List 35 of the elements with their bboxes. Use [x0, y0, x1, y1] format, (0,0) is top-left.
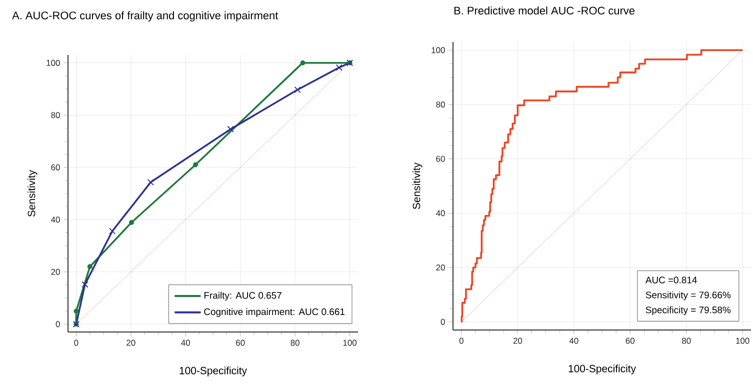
annotation: Specificity = 79.58% — [646, 306, 731, 316]
x-tick-label: 100 — [343, 340, 357, 346]
y-axis-title: Sensitivity — [412, 162, 422, 210]
x-tick-label: 40 — [181, 340, 190, 346]
x-tick-label: 60 — [626, 338, 634, 344]
y-tick-label: 0 — [440, 318, 445, 325]
x-tick-label: 0 — [459, 338, 464, 344]
y-tick-label: 60 — [436, 156, 445, 162]
legend-label: Frailty: AUC 0.657 — [204, 292, 282, 301]
y-tick-label: 0 — [56, 321, 60, 328]
annotation: AUC =0.814 — [645, 276, 697, 284]
x-axis-title: 100-Specificity — [180, 366, 247, 376]
y-tick-label: 80 — [51, 112, 60, 118]
y-tick-label: 40 — [436, 210, 445, 216]
chart-title: B. Predictive model AUC -ROC curve — [454, 6, 635, 14]
y-tick-label: 40 — [50, 216, 60, 223]
y-tick-label: 100 — [46, 60, 60, 66]
x-tick-label: 20 — [126, 340, 136, 346]
y-axis-title: Sensitivity — [28, 170, 38, 217]
y-tick-label: 20 — [436, 264, 445, 270]
x-tick-label: 60 — [236, 340, 245, 346]
x-tick-label: 40 — [569, 338, 578, 344]
legend-label: Cognitive impairment: AUC 0.661 — [204, 308, 345, 317]
x-tick-label: 20 — [513, 338, 522, 344]
y-tick-label: 20 — [51, 268, 60, 275]
x-axis-title: 100-Specificity — [568, 364, 636, 374]
annotation: Sensitivity = 79.66% — [646, 291, 731, 300]
y-tick-label: 100 — [432, 47, 445, 54]
y-tick-label: 80 — [436, 102, 445, 108]
x-tick-label: 80 — [682, 338, 691, 344]
x-tick-label: 0 — [74, 340, 78, 346]
y-tick-label: 60 — [51, 164, 60, 170]
x-tick-label: 100 — [736, 338, 750, 344]
x-tick-label: 80 — [290, 340, 300, 346]
chart-title: A. AUC-ROC curves of frailty and cognitive impairment — [12, 11, 278, 22]
